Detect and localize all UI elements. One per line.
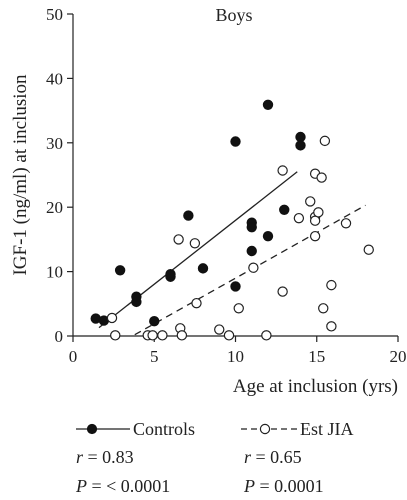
est-jia-point: [319, 135, 331, 147]
x-tick-label: 0: [69, 347, 78, 366]
controls-point: [262, 99, 274, 111]
controls-point: [149, 315, 160, 327]
legend-controls: Controls: [76, 419, 195, 439]
controls-r-value: 0.83: [102, 447, 134, 467]
y-tick-label: 40: [46, 69, 63, 88]
est-jia-point: [233, 303, 244, 314]
legend-est-jia-label: Est JIA: [300, 419, 354, 439]
est-jia-r-text: r = 0.65: [244, 447, 302, 467]
data-points: [90, 99, 374, 341]
est-jia-point: [277, 286, 288, 297]
x-tick-label: 5: [150, 347, 159, 366]
est-jia-point: [313, 207, 324, 218]
controls-point: [114, 265, 126, 276]
controls-point: [262, 230, 274, 242]
legend-est-jia-marker: [259, 423, 271, 435]
controls-point: [230, 281, 241, 292]
y-tick-label: 20: [46, 198, 63, 217]
est-jia-point: [277, 165, 288, 176]
legend-est-jia: Est JIA: [241, 419, 354, 439]
est-jia-point: [176, 330, 188, 341]
stats-controls: r = 0.83 P = < 0.0001: [75, 447, 170, 496]
equals-sign: =: [255, 476, 274, 496]
stats-est-jia: r = 0.65 P = 0.0001: [243, 447, 324, 496]
r-symbol: r: [76, 447, 84, 467]
legend-controls-label: Controls: [133, 419, 195, 439]
y-axis-ticks: 0 10 20 30 40 50: [46, 5, 73, 346]
est-jia-point: [106, 312, 118, 324]
x-axis-ticks: 0 5 10 15 20: [69, 336, 407, 366]
r-symbol: r: [244, 447, 252, 467]
est-jia-point: [214, 324, 225, 335]
controls-point: [230, 136, 241, 147]
y-tick-label: 0: [55, 327, 64, 346]
est-jia-r-value: 0.65: [270, 447, 302, 467]
controls-p-value: < 0.0001: [106, 476, 170, 496]
controls-point: [295, 140, 306, 151]
est-jia-point: [326, 279, 337, 291]
x-tick-label: 15: [308, 347, 325, 366]
controls-point: [183, 210, 194, 221]
est-jia-point: [189, 238, 201, 249]
legend-controls-marker: [86, 423, 98, 435]
x-tick-label: 10: [227, 347, 244, 366]
controls-point: [197, 263, 209, 274]
est-jia-point: [223, 330, 235, 341]
est-jia-point: [316, 172, 327, 183]
y-axis-label: IGF-1 (ng/ml) at inclusion: [10, 74, 31, 276]
controls-point: [165, 268, 176, 280]
controls-point: [246, 245, 257, 257]
x-axis-label: Age at inclusion (yrs): [233, 376, 398, 397]
est-jia-point: [110, 330, 121, 341]
est-jia-point: [363, 244, 374, 255]
equals-sign: =: [251, 447, 270, 467]
est-jia-p-value: 0.0001: [274, 476, 324, 496]
p-symbol: P: [75, 476, 87, 496]
est-jia-point: [157, 330, 168, 341]
controls-p-text: P = < 0.0001: [75, 476, 170, 496]
y-tick-label: 30: [46, 134, 63, 153]
x-tick-label: 20: [390, 347, 407, 366]
est-jia-point: [305, 196, 316, 207]
est-jia-point: [326, 321, 337, 332]
p-symbol: P: [243, 476, 255, 496]
controls-point: [131, 291, 142, 302]
est-jia-point: [173, 234, 184, 245]
controls-point: [246, 221, 257, 233]
est-jia-p-text: P = 0.0001: [243, 476, 324, 496]
controls-r-text: r = 0.83: [76, 447, 134, 467]
est-jia-point: [191, 297, 202, 309]
est-jia-point: [309, 230, 321, 242]
est-jia-point: [147, 330, 158, 341]
legend: Controls Est JIA: [76, 419, 354, 439]
est-jia-point: [318, 303, 329, 314]
est-jia-point: [340, 218, 352, 229]
controls-point: [279, 204, 290, 215]
y-tick-label: 50: [46, 5, 63, 24]
y-tick-label: 10: [46, 263, 63, 282]
est-jia-point: [293, 212, 305, 224]
equals-sign: =: [83, 447, 102, 467]
equals-sign: =: [87, 476, 106, 496]
chart-title: Boys: [215, 5, 252, 25]
est-jia-point: [261, 330, 272, 341]
est-jia-point: [248, 262, 259, 273]
